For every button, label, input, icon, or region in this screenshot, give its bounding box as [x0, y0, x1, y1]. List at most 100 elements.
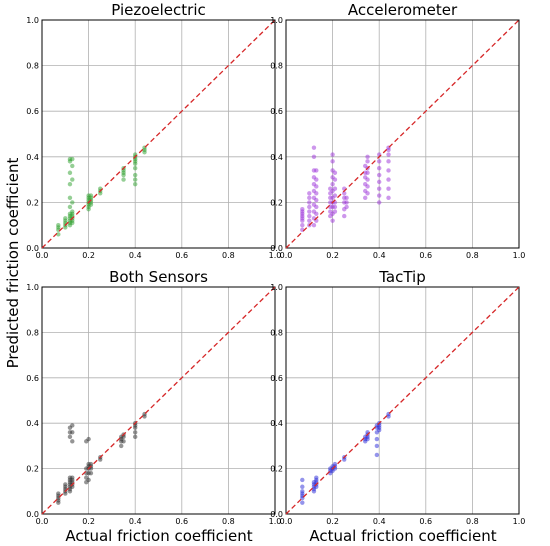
accelerometer-point-34: [314, 168, 319, 173]
x-axis-label-right: Actual friction coefficient: [309, 527, 496, 545]
tactip-x-tick-4: 0.8: [466, 517, 479, 526]
accelerometer-point-68: [344, 195, 349, 201]
piezoelectric-y-tick-5: 1.0: [26, 16, 39, 25]
piezoelectric-title: Piezoelectric: [111, 1, 206, 19]
both-sensors-point-42: [88, 461, 94, 467]
accelerometer-x-tick-0: 0.0: [280, 251, 293, 260]
both-sensors-y-tick-0: 0.0: [26, 510, 39, 519]
accelerometer-x-tick-1: 0.2: [326, 251, 339, 260]
accelerometer-axes-frame: [285, 19, 520, 249]
both-sensors-y-tick-3: 0.6: [26, 374, 39, 383]
tactip-panel: TacTip 0.00.0 0.2 0.2 0.4 0.4 0.6 0.6 0.8 0.8 1.0 1…: [270, 268, 525, 526]
tactip-point-37: [374, 436, 380, 442]
piezoelectric-x-tick-3: 0.6: [175, 251, 188, 260]
accelerometer-point-10: [307, 213, 312, 219]
piezoelectric-point-0: [56, 232, 61, 237]
accelerometer-point-1: [300, 223, 305, 228]
both-sensors-x-tick-0: 0.0: [36, 517, 49, 526]
x-axis-label-left: Actual friction coefficient: [65, 527, 252, 545]
both-sensors-y-tick-1: 0.2: [26, 465, 39, 474]
tactip-y-tick-0: 0.0: [270, 510, 283, 519]
accelerometer-y-tick-2: 0.4: [270, 153, 283, 162]
accelerometer-y-tick-3: 0.6: [270, 107, 283, 116]
accelerometer-point-13: [307, 200, 312, 205]
both-sensors-y-tick-5: 1.0: [26, 283, 39, 292]
accelerometer-point-84: [377, 186, 382, 191]
accelerometer-x-tick-3: 0.6: [419, 251, 432, 260]
accelerometer-point-86: [377, 172, 382, 178]
tactip-point-35: [374, 452, 380, 458]
tactip-identity-line: [285, 286, 520, 515]
both-sensors-y-tick-4: 0.8: [26, 328, 39, 337]
accelerometer-point-87: [377, 166, 382, 171]
piezoelectric-x-tick-0: 0.0: [36, 251, 49, 260]
accelerometer-point-85: [377, 179, 382, 185]
tactip-axes-frame: [285, 286, 520, 515]
accelerometer-panel: Accelerometer 0.00.0 0.2 0.2 0.4 0.4 0.6 0.6 0.8…: [270, 1, 525, 260]
accelerometer-point-51: [330, 159, 335, 164]
piezoelectric-y-tick-4: 0.8: [26, 62, 39, 71]
tactip-point-16: [314, 475, 319, 480]
accelerometer-x-tick-4: 0.8: [466, 251, 479, 260]
accelerometer-point-90: [386, 195, 391, 201]
accelerometer-point-7: [300, 207, 305, 212]
tactip-y-tick-2: 0.4: [270, 419, 283, 428]
both-sensors-x-tick-1: 0.2: [82, 517, 95, 526]
both-sensors-point-52: [133, 434, 138, 440]
tactip-x-tick-1: 0.2: [326, 517, 339, 526]
accelerometer-point-88: [377, 159, 382, 164]
piezoelectric-point-27: [70, 200, 75, 205]
both-sensors-panel: Both Sensors0.00.00.20.20.40.40.60.60.80…: [26, 268, 281, 526]
accelerometer-point-69: [363, 195, 368, 201]
tactip-y-tick-5: 1.0: [270, 283, 283, 292]
tactip-point-36: [374, 443, 380, 449]
accelerometer-point-60: [342, 213, 347, 219]
both-sensors-axes-frame: [41, 286, 276, 515]
both-sensors-point-4: [56, 491, 61, 496]
accelerometer-point-91: [386, 186, 391, 191]
accelerometer-point-83: [377, 193, 382, 198]
accelerometer-identity-line: [285, 19, 520, 249]
both-sensors-y-tick-2: 0.4: [26, 419, 39, 428]
both-sensors-point-53: [133, 430, 138, 435]
tactip-y-tick-3: 0.6: [270, 374, 283, 383]
piezoelectric-x-tick-4: 0.8: [222, 251, 235, 260]
accelerometer-title: Accelerometer: [348, 1, 458, 19]
accelerometer-point-32: [314, 184, 319, 189]
accelerometer-point-59: [332, 170, 338, 175]
piezoelectric-point-17: [67, 181, 73, 187]
accelerometer-point-12: [307, 204, 312, 210]
accelerometer-point-64: [342, 191, 347, 196]
accelerometer-point-31: [314, 191, 319, 196]
both-sensors-point-17: [67, 434, 73, 440]
accelerometer-point-25: [311, 154, 317, 159]
piezoelectric-point-18: [67, 170, 73, 175]
accelerometer-point-30: [314, 197, 319, 203]
both-sensors-x-tick-4: 0.8: [222, 517, 235, 526]
both-sensors-title: Both Sensors: [109, 268, 208, 286]
tactip-point-6: [300, 477, 305, 483]
accelerometer-point-54: [332, 204, 338, 210]
accelerometer-point-15: [307, 191, 312, 196]
accelerometer-point-67: [344, 200, 349, 205]
both-sensors-point-39: [88, 470, 94, 476]
both-sensors-point-9: [63, 482, 68, 487]
piezoelectric-y-tick-0: 0.0: [26, 244, 39, 253]
accelerometer-point-93: [386, 168, 391, 173]
piezoelectric-point-52: [133, 177, 138, 182]
both-sensors-point-25: [70, 439, 75, 444]
accelerometer-y-tick-5: 1.0: [270, 16, 283, 25]
both-sensors-x-tick-5: 1.0: [269, 517, 282, 526]
piezoelectric-x-tick-5: 1.0: [269, 251, 282, 260]
tactip-x-tick-0: 0.0: [280, 517, 293, 526]
accelerometer-point-42: [330, 218, 335, 223]
both-sensors-x-tick-2: 0.4: [129, 517, 142, 526]
both-sensors-point-26: [70, 430, 75, 435]
both-sensors-point-45: [119, 443, 124, 449]
piezoelectric-y-tick-1: 0.2: [26, 198, 39, 207]
piezoelectric-point-3: [56, 223, 61, 228]
both-sensors-point-38: [86, 436, 91, 442]
piezoelectric-point-16: [67, 195, 73, 201]
tactip-y-tick-4: 0.8: [270, 328, 283, 337]
